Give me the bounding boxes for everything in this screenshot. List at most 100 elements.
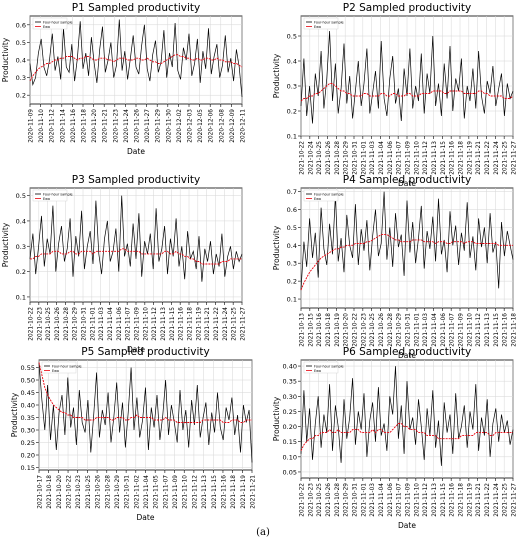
y-tick-label: 0.4 — [287, 242, 297, 250]
x-tick-label: 2021-10-22 — [29, 307, 35, 341]
chart-title: P5 Sampled productivity — [81, 346, 210, 358]
series-line-sample — [300, 191, 514, 291]
x-tick-label: 2021-11-21 — [205, 307, 211, 341]
x-tick-label: 2021-11-12 — [423, 141, 429, 175]
y-axis-label: Productivity — [10, 392, 19, 437]
x-tick-label: 2021-11-15 — [494, 313, 500, 347]
x-tick-label: 2021-10-26 — [55, 307, 61, 341]
y-tick-label: 0.3 — [287, 260, 297, 268]
chart-title: P2 Sampled productivity — [343, 2, 472, 14]
x-tick-label: 2021-11-19 — [467, 483, 473, 517]
x-tick-label: 2021-11-21 — [476, 483, 482, 517]
x-tick-label: 2021-10-24 — [308, 141, 314, 175]
chart-title: P4 Sampled productivity — [343, 174, 472, 186]
y-axis-label: Productivity — [272, 225, 281, 270]
x-tick-label: 2021-10-13 — [300, 313, 306, 347]
x-tick-label: 2021-11-16 — [450, 483, 456, 517]
y-tick-label: 0.40 — [283, 363, 297, 371]
x-axis-label: Date — [127, 345, 145, 354]
x-tick-label: 2021-11-03 — [423, 313, 429, 347]
y-tick-label: 0.30 — [21, 427, 35, 435]
y-tick-label: 0.2 — [287, 278, 297, 286]
x-tick-label: 2021-10-31 — [82, 307, 88, 341]
y-tick-label: 0.4 — [16, 217, 26, 225]
y-tick-label: 0.5 — [287, 224, 297, 232]
x-tick-label: 2021-11-19 — [196, 307, 202, 341]
x-tick-label: 2021-11-24 — [223, 307, 229, 341]
x-tick-label: 2021-11-09 — [406, 483, 412, 517]
x-tick-label: 2021-11-10 — [467, 313, 473, 347]
legend-label: Ewa — [314, 197, 321, 201]
x-tick-label: 2021-11-03 — [99, 307, 105, 341]
y-tick-label: 0.15 — [21, 464, 35, 472]
x-tick-label: 2020-11-20 — [92, 109, 98, 143]
x-tick-label: 2021-11-18 — [459, 141, 465, 175]
y-tick-label: 0.1 — [287, 133, 297, 141]
y-tick-label: 0.3 — [287, 83, 297, 91]
x-tick-label: 2021-11-24 — [494, 141, 500, 175]
chart-panel-2: P2 Sampled productivity 0.1 0.2 0.3 0.4 0.5 20… — [272, 2, 518, 188]
x-tick-label: 2021-10-23 — [37, 307, 43, 341]
x-tick-label: 2021-11-22 — [485, 483, 491, 517]
y-tick-label: 0.20 — [283, 423, 297, 431]
x-tick-label: 2021-10-23 — [308, 483, 314, 517]
x-tick-label: 2021-11-25 — [503, 483, 509, 517]
series-line-ewa — [300, 423, 513, 451]
x-tick-label: 2021-11-18 — [231, 475, 237, 509]
x-tick-label: 2021-11-10 — [414, 141, 420, 175]
x-tick-label: 2021-11-10 — [183, 475, 189, 509]
x-tick-label: 2021-10-31 — [125, 475, 131, 509]
y-tick-label: 0.6 — [16, 21, 26, 29]
figure-caption: (a) — [256, 527, 270, 538]
x-tick-label: 2021-11-10 — [414, 483, 420, 517]
x-tick-label: 2021-11-06 — [388, 483, 394, 517]
x-tick-label: 2021-10-25 — [317, 483, 323, 517]
x-tick-label: 2020-11-16 — [71, 109, 77, 143]
x-tick-label: 2021-10-31 — [406, 313, 412, 347]
x-axis-label: Date — [127, 147, 145, 156]
x-tick-label: 2021-11-07 — [397, 141, 403, 175]
x-tick-label: 2021-11-04 — [379, 141, 385, 175]
legend-label: Four-hour sample — [314, 192, 344, 196]
y-axis-label: Productivity — [1, 222, 10, 267]
x-tick-label: 2021-11-13 — [432, 141, 438, 175]
chart-title: P3 Sampled productivity — [72, 174, 201, 186]
x-tick-label: 2021-11-07 — [397, 483, 403, 517]
y-tick-label: 0.5 — [287, 33, 297, 41]
x-tick-label: 2021-11-01 — [361, 141, 367, 175]
legend-label: Four-hour sample — [314, 364, 344, 368]
x-tick-label: 2021-10-25 — [317, 141, 323, 175]
x-tick-label: 2021-10-29 — [344, 483, 350, 517]
x-tick-label: 2021-11-04 — [432, 313, 438, 347]
x-tick-label: 2021-10-29 — [115, 475, 121, 509]
x-tick-label: 2021-11-22 — [214, 307, 220, 341]
x-tick-label: 2021-11-04 — [379, 483, 385, 517]
legend-box — [32, 189, 68, 202]
x-tick-label: 2021-10-28 — [105, 475, 111, 509]
series-line-ewa — [29, 54, 243, 82]
x-tick-label: 2021-11-01 — [361, 483, 367, 517]
x-tick-label: 2021-10-16 — [317, 313, 323, 347]
x-tick-label: 2021-11-03 — [370, 483, 376, 517]
x-tick-label: 2020-11-24 — [124, 109, 130, 143]
x-tick-label: 2020-11-21 — [103, 109, 109, 143]
x-tick-label: 2021-11-02 — [134, 475, 140, 509]
x-tick-label: 2021-11-09 — [459, 313, 465, 347]
x-tick-label: 2021-11-04 — [108, 307, 114, 341]
x-tick-label: 2021-11-27 — [512, 483, 518, 517]
x-tick-label: 2020-11-10 — [39, 109, 45, 143]
x-tick-label: 2021-10-18 — [47, 475, 53, 509]
x-tick-label: 2021-10-23 — [76, 475, 82, 509]
x-tick-label: 2021-10-22 — [300, 141, 306, 175]
x-tick-label: 2021-11-05 — [154, 475, 160, 509]
y-tick-label: 0.25 — [21, 439, 35, 447]
legend-label: Four-hour sample — [43, 20, 73, 24]
legend-label: Ewa — [314, 25, 321, 29]
x-tick-label: 2021-10-28 — [335, 483, 341, 517]
x-tick-label: 2021-11-12 — [476, 313, 482, 347]
x-tick-label: 2020-11-09 — [29, 109, 35, 143]
x-tick-label: 2021-11-09 — [406, 141, 412, 175]
